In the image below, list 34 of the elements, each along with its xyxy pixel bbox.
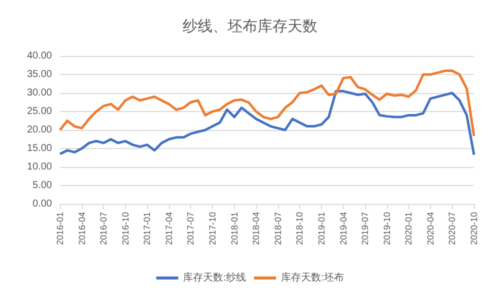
x-tick-label: 2016-04 <box>76 212 87 246</box>
x-tick-label: 2020-10 <box>469 212 479 246</box>
y-tick-label: 15.00 <box>26 143 52 154</box>
x-tick-label: 2020-04 <box>425 212 436 246</box>
x-tick-label: 2017-10 <box>208 212 218 246</box>
x-tick-label: 2020-07 <box>447 212 458 246</box>
y-tick-label: 40.00 <box>26 50 52 62</box>
chart-title: 纱线、坯布库存天数 <box>182 18 318 35</box>
x-tick-label: 2019-10 <box>382 212 392 246</box>
x-tick-label: 2017-01 <box>142 212 152 246</box>
x-tick-label: 2018-10 <box>294 212 305 246</box>
x-tick-label: 2018-07 <box>272 212 283 246</box>
x-tick-label: 2018-04 <box>251 212 262 246</box>
x-tick-label: 2019-04 <box>338 212 348 246</box>
x-tick-label: 2017-04 <box>164 212 174 246</box>
y-tick-label: 0.00 <box>32 198 52 210</box>
x-tick-label: 2019-01 <box>316 212 326 246</box>
line-series <box>58 90 476 156</box>
legend-label: 库存天数:坯布 <box>281 272 344 284</box>
x-tick-label: 2016-10 <box>120 212 130 246</box>
y-tick-label: 20.00 <box>26 124 52 136</box>
line-series <box>58 70 476 138</box>
x-tick-label: 2016-07 <box>98 212 109 246</box>
x-tick-label: 2017-07 <box>186 212 196 246</box>
x-tick-label: 2019-07 <box>360 212 370 246</box>
x-tick-label: 2018-01 <box>229 212 240 246</box>
legend-label: 库存天数:纱线 <box>183 272 246 284</box>
y-tick-label: 10.00 <box>26 162 52 172</box>
y-tick-label: 35.00 <box>26 69 52 80</box>
x-tick-label: 2016-01 <box>55 212 65 246</box>
y-tick-label: 30.00 <box>26 88 52 98</box>
y-tick-label: 25.00 <box>26 106 52 117</box>
x-tick-label: 2020-01 <box>404 212 414 246</box>
y-tick-label: 5.00 <box>32 180 52 191</box>
